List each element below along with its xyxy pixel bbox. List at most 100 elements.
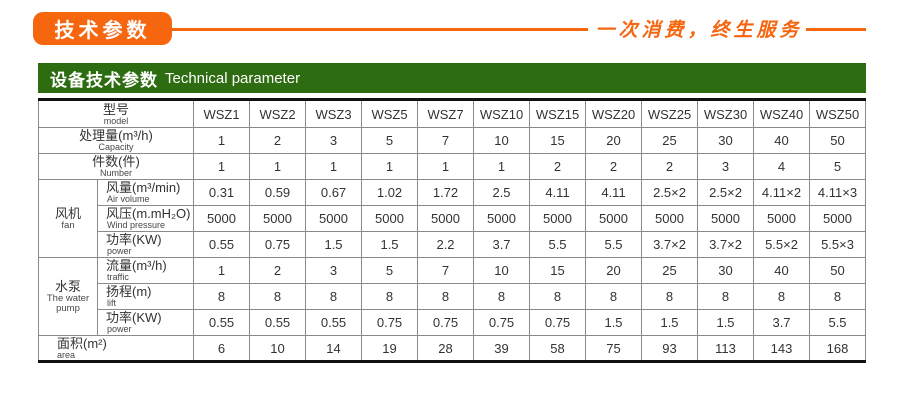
table-row: 风机 fan 风量(m³/min) Air volume 0.31 0.59 0… <box>38 179 867 258</box>
value-cell: 5 <box>361 127 419 154</box>
model-cell: WSZ3 <box>305 99 363 128</box>
value-cell: 5.5×3 <box>809 231 867 258</box>
value-cell: 8 <box>697 283 755 310</box>
row-label-en: Number <box>100 168 133 178</box>
value-cell: 8 <box>417 283 475 310</box>
value-cell: 5000 <box>417 205 475 232</box>
value-cell: 2 <box>249 257 307 284</box>
value-cell: 2 <box>249 127 307 154</box>
value-cell: 8 <box>305 283 363 310</box>
value-cell: 1 <box>193 153 251 180</box>
value-cell: 3.7×2 <box>697 231 755 258</box>
value-cell: 20 <box>585 127 643 154</box>
value-cell: 30 <box>697 257 755 284</box>
value-cell: 8 <box>809 283 867 310</box>
value-cell: 28 <box>417 335 475 362</box>
value-cell: 1 <box>417 153 475 180</box>
group-label-en: The water pump <box>46 292 90 314</box>
value-cell: 75 <box>585 335 643 362</box>
value-cell: 1.5 <box>641 309 699 336</box>
value-cell: 5000 <box>697 205 755 232</box>
value-cell: 0.75 <box>473 309 531 336</box>
value-cell: 5000 <box>753 205 811 232</box>
value-cell: 5000 <box>361 205 419 232</box>
value-cell: 5.5 <box>529 231 587 258</box>
value-cell: 5000 <box>641 205 699 232</box>
row-label-en: lift <box>107 298 116 308</box>
value-cell: 58 <box>529 335 587 362</box>
value-cell: 0.59 <box>249 179 307 206</box>
value-cell: 4.11 <box>585 179 643 206</box>
value-cell: 5000 <box>809 205 867 232</box>
value-cell: 3.7 <box>473 231 531 258</box>
value-cell: 8 <box>193 283 251 310</box>
row-label-pump-power: 功率(KW) power <box>96 309 195 336</box>
value-cell: 1 <box>473 153 531 180</box>
value-cell: 39 <box>473 335 531 362</box>
row-label-traffic: 流量(m³/h) traffic <box>96 257 195 284</box>
value-cell: 0.55 <box>249 309 307 336</box>
model-cell: WSZ10 <box>473 99 531 128</box>
table-row: 扬程(m) lift 8 8 8 8 8 8 8 8 8 8 8 8 <box>39 283 867 310</box>
table-row: 件数(件) Number 1 1 1 1 1 1 2 2 2 3 4 5 <box>37 153 867 180</box>
value-cell: 5000 <box>473 205 531 232</box>
value-cell: 3.7 <box>753 309 811 336</box>
group-label-fan: 风机 fan <box>38 179 98 258</box>
value-cell: 5000 <box>529 205 587 232</box>
value-cell: 2 <box>641 153 699 180</box>
row-label-lift: 扬程(m) lift <box>96 283 195 310</box>
table-row: 功率(KW) power 0.55 0.75 1.5 1.5 2.2 3.7 5… <box>39 231 867 258</box>
row-label-number: 件数(件) Number <box>37 153 195 180</box>
value-cell: 5000 <box>585 205 643 232</box>
value-cell: 143 <box>753 335 811 362</box>
table-row: 面积(m²) area 6 10 14 19 28 39 58 75 93 11… <box>37 335 867 362</box>
row-label-zh: 处理量(m³/h) <box>79 128 153 143</box>
table-row: 功率(KW) power 0.55 0.55 0.55 0.75 0.75 0.… <box>39 309 867 336</box>
value-cell: 6 <box>193 335 251 362</box>
value-cell: 1.5 <box>361 231 419 258</box>
row-label-model: 型号 model <box>37 99 195 128</box>
value-cell: 15 <box>529 127 587 154</box>
value-cell: 30 <box>697 127 755 154</box>
value-cell: 3 <box>697 153 755 180</box>
divider-line-left <box>168 28 588 31</box>
value-cell: 1.5 <box>697 309 755 336</box>
value-cell: 14 <box>305 335 363 362</box>
value-cell: 168 <box>809 335 867 362</box>
value-cell: 0.55 <box>193 231 251 258</box>
value-cell: 19 <box>361 335 419 362</box>
value-cell: 5000 <box>193 205 251 232</box>
value-cell: 3.7×2 <box>641 231 699 258</box>
row-label-air-volume: 风量(m³/min) Air volume <box>96 179 195 206</box>
value-cell: 8 <box>249 283 307 310</box>
value-cell: 3 <box>305 127 363 154</box>
section-badge: 技术参数 <box>33 12 172 45</box>
value-cell: 10 <box>473 257 531 284</box>
value-cell: 50 <box>809 127 867 154</box>
group-label-water-pump: 水泵 The water pump <box>38 257 98 336</box>
table-row: 风压(m.mH₂O) Wind pressure 5000 5000 5000 … <box>39 205 867 232</box>
value-cell: 3 <box>305 257 363 284</box>
model-cell: WSZ25 <box>641 99 699 128</box>
row-label-zh: 面积(m²) <box>57 335 107 351</box>
value-cell: 8 <box>361 283 419 310</box>
value-cell: 15 <box>529 257 587 284</box>
value-cell: 25 <box>641 257 699 284</box>
value-cell: 1 <box>193 127 251 154</box>
value-cell: 0.55 <box>193 309 251 336</box>
table-title-en: Technical parameter <box>165 69 301 87</box>
value-cell: 0.31 <box>193 179 251 206</box>
row-label-zh: 风量(m³/min) <box>106 180 181 195</box>
value-cell: 0.75 <box>417 309 475 336</box>
row-label-wind-pressure: 风压(m.mH₂O) Wind pressure <box>96 205 195 232</box>
value-cell: 2.5×2 <box>641 179 699 206</box>
value-cell: 0.75 <box>249 231 307 258</box>
value-cell: 1.5 <box>305 231 363 258</box>
value-cell: 5.5×2 <box>753 231 811 258</box>
group-label-zh: 风机 <box>54 205 81 221</box>
model-cell: WSZ7 <box>417 99 475 128</box>
row-label-zh: 流量(m³/h) <box>106 258 167 273</box>
value-cell: 0.75 <box>361 309 419 336</box>
divider-line-right <box>806 28 866 31</box>
row-label-zh: 功率(KW) <box>106 310 162 325</box>
